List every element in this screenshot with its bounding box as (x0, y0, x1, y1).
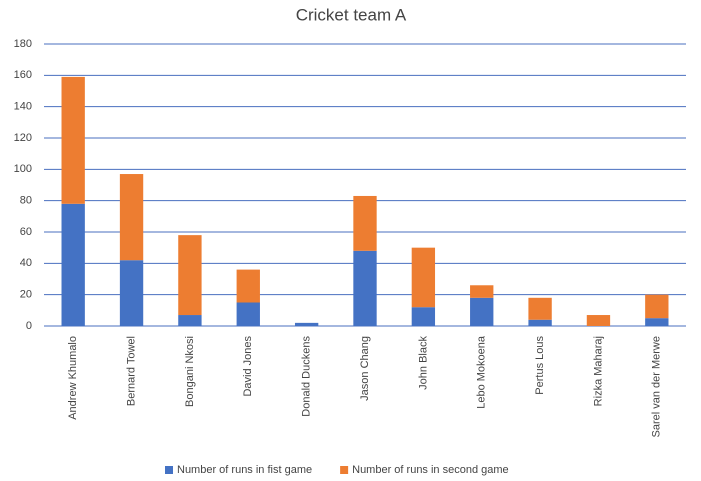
bar-segment (528, 297, 552, 320)
x-tick-label: Jason Chang (359, 336, 371, 401)
y-tick-label: 160 (14, 69, 32, 81)
y-tick-label: 80 (20, 195, 32, 207)
bar-segment (119, 174, 144, 261)
chart-title: Cricket team A (296, 5, 407, 24)
x-tick-label: Rizka Maharaj (592, 336, 604, 406)
x-tick-label: Pertus Lous (534, 336, 546, 395)
x-tick-label: Donald Duckens (301, 336, 313, 417)
x-tick-label: David Jones (242, 336, 254, 397)
bar-segment (61, 76, 85, 204)
bar-segment (586, 315, 611, 326)
legend-swatch (340, 466, 349, 474)
y-tick-label: 120 (14, 132, 32, 144)
y-tick-label: 180 (14, 38, 32, 50)
bar-segment (294, 322, 319, 326)
bar-segment (353, 250, 377, 326)
bar-segment (236, 302, 260, 326)
y-tick-label: 20 (20, 289, 32, 301)
bar-segment (353, 195, 377, 251)
y-tick-label: 100 (14, 163, 32, 175)
x-tick-label: John Black (417, 336, 429, 390)
bar-segment (236, 269, 260, 303)
bar-segment (470, 297, 494, 326)
bar-segment (178, 315, 202, 326)
bar-segment (178, 235, 202, 316)
bar-segment (470, 285, 494, 298)
x-tick-label: Bernard Towel (125, 336, 137, 406)
legend-label: Number of runs in second game (352, 464, 509, 476)
bar-segment (645, 294, 669, 319)
bar-segment (119, 260, 144, 326)
bar-segment (61, 203, 85, 326)
x-tick-label: Sarel van der Merwe (651, 336, 663, 438)
y-tick-label: 60 (20, 226, 32, 238)
bar-segment (645, 318, 669, 326)
bar-segment (411, 247, 436, 308)
legend-label: Number of runs in fist game (177, 464, 312, 476)
x-tick-label: Andrew Khumalo (67, 336, 79, 420)
y-tick-label: 40 (20, 257, 32, 269)
x-tick-label: Bongani Nkosi (184, 336, 196, 407)
bar-segment (528, 319, 552, 326)
bar-segment (411, 307, 436, 326)
x-tick-label: Lebo Mokoena (476, 335, 488, 409)
y-tick-label: 0 (26, 320, 32, 332)
y-tick-label: 140 (14, 101, 32, 113)
legend-swatch (165, 466, 173, 474)
